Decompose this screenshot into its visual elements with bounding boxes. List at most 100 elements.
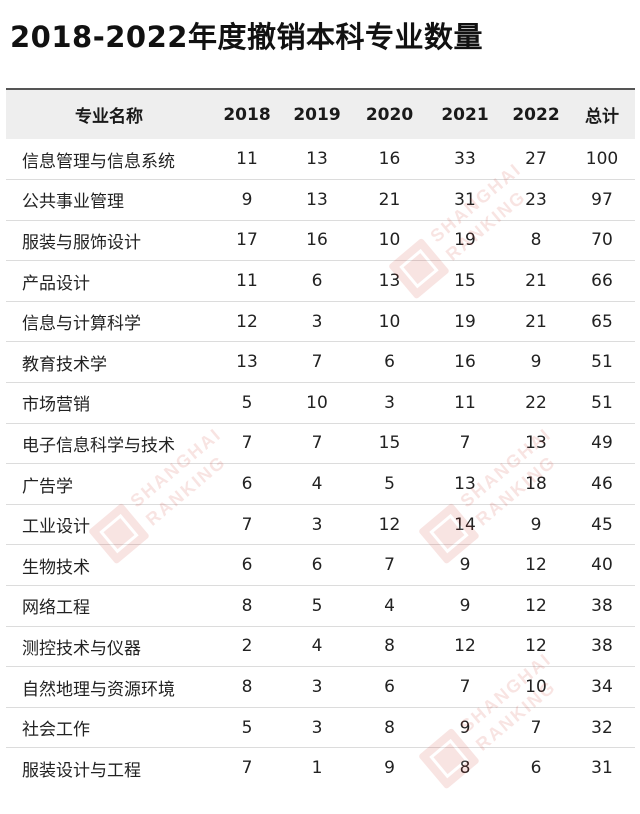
cell-value-2020: 6 (352, 666, 427, 708)
cell-major-name: 工业设计 (6, 504, 212, 546)
cell-major-name: 教育技术学 (6, 341, 212, 384)
cell-value-2022: 12 (503, 544, 569, 587)
cell-value-2020: 6 (352, 341, 427, 384)
table-row: 公共事业管理 9 13 21 31 23 97 (6, 179, 635, 221)
cell-value-total: 51 (569, 382, 635, 424)
cell-value-2020: 12 (352, 504, 427, 546)
table-row: 社会工作 5 3 8 9 7 32 (6, 707, 635, 749)
cell-value-2020: 10 (352, 220, 427, 262)
header-2021: 2021 (427, 88, 503, 139)
cell-value-2018: 11 (212, 260, 282, 302)
header-2019: 2019 (282, 88, 352, 139)
table-row: 广告学 6 4 5 13 18 46 (6, 463, 635, 505)
cell-value-total: 100 (569, 139, 635, 181)
table-row: 服装与服饰设计 17 16 10 19 8 70 (6, 220, 635, 262)
table-row: 产品设计 11 6 13 15 21 66 (6, 260, 635, 302)
cell-value-2019: 7 (282, 341, 352, 384)
cell-value-2020: 13 (352, 260, 427, 302)
page-title: 2018-2022年度撤销本科专业数量 (10, 20, 483, 54)
cell-value-2019: 4 (282, 463, 352, 505)
cell-value-2018: 11 (212, 139, 282, 181)
cell-value-2022: 27 (503, 139, 569, 181)
cell-major-name: 公共事业管理 (6, 179, 212, 221)
cell-major-name: 服装与服饰设计 (6, 220, 212, 262)
cell-value-2018: 5 (212, 382, 282, 424)
cell-value-total: 66 (569, 260, 635, 302)
table-row: 服装设计与工程 7 1 9 8 6 31 (6, 748, 635, 789)
table-body: 信息管理与信息系统 11 13 16 33 27 100 公共事业管理 9 13 21 31 23 97 服… (6, 139, 635, 789)
cell-value-2018: 6 (212, 463, 282, 505)
cell-value-2020: 16 (352, 139, 427, 181)
cell-value-2020: 21 (352, 179, 427, 221)
cell-value-2021: 31 (427, 179, 503, 221)
cell-value-2018: 9 (212, 179, 282, 221)
cell-value-total: 38 (569, 585, 635, 627)
cell-value-2021: 14 (427, 504, 503, 546)
table-row: 电子信息科学与技术 7 7 15 7 13 49 (6, 423, 635, 465)
table-row: 信息与计算科学 12 3 10 19 21 65 (6, 301, 635, 343)
cell-value-2020: 15 (352, 423, 427, 465)
cell-major-name: 产品设计 (6, 260, 212, 302)
table-row: 工业设计 7 3 12 14 9 45 (6, 504, 635, 546)
table-row: 教育技术学 13 7 6 16 9 51 (6, 341, 635, 384)
cell-value-2018: 7 (212, 423, 282, 465)
cell-value-2018: 6 (212, 544, 282, 587)
cell-value-2022: 7 (503, 707, 569, 749)
cell-value-2022: 12 (503, 585, 569, 627)
cell-value-2019: 4 (282, 626, 352, 668)
cell-value-2022: 8 (503, 220, 569, 262)
cell-value-2018: 8 (212, 585, 282, 627)
cell-value-total: 45 (569, 504, 635, 546)
header-row: 专业名称 2018 2019 2020 2021 2022 总计 (6, 88, 635, 139)
cell-value-2019: 6 (282, 260, 352, 302)
cell-value-2018: 13 (212, 341, 282, 384)
cell-value-2020: 10 (352, 301, 427, 343)
cell-value-2020: 5 (352, 463, 427, 505)
table-row: 市场营销 5 10 3 11 22 51 (6, 382, 635, 424)
cell-value-2021: 16 (427, 341, 503, 384)
cell-value-2021: 9 (427, 707, 503, 749)
cell-major-name: 信息与计算科学 (6, 301, 212, 343)
cell-value-2019: 6 (282, 544, 352, 587)
cell-value-2020: 8 (352, 626, 427, 668)
cell-value-2019: 16 (282, 220, 352, 262)
header-2022: 2022 (503, 88, 569, 139)
cell-value-2021: 8 (459, 758, 471, 779)
data-table: 专业名称 2018 2019 2020 2021 2022 总计 信息管理与信息… (6, 88, 635, 789)
cell-value-2022: 12 (503, 626, 569, 668)
cell-value-2021: 15 (427, 260, 503, 302)
cell-value-2022: 6 (530, 758, 542, 779)
table-row: 网络工程 8 5 4 9 12 38 (6, 585, 635, 627)
cell-value-2022: 9 (503, 504, 569, 546)
cell-value-2021: 9 (427, 585, 503, 627)
cell-value-2019: 3 (282, 504, 352, 546)
cell-value-2019: 13 (282, 139, 352, 181)
cell-value-2022: 22 (503, 382, 569, 424)
cell-value-total: 51 (569, 341, 635, 384)
cell-major-name: 社会工作 (6, 707, 212, 749)
cell-value-2019: 13 (282, 179, 352, 221)
cell-value-total: 49 (569, 423, 635, 465)
cell-major-name: 广告学 (6, 463, 212, 505)
cell-major-name: 自然地理与资源环境 (6, 666, 212, 708)
cell-value-total: 34 (569, 666, 635, 708)
cell-major-name: 网络工程 (6, 585, 212, 627)
cell-value-2018: 2 (212, 626, 282, 668)
cell-value-total: 70 (569, 220, 635, 262)
cell-value-2019: 3 (282, 301, 352, 343)
cell-value-2021: 11 (427, 382, 503, 424)
table-row: 自然地理与资源环境 8 3 6 7 10 34 (6, 666, 635, 708)
cell-value-total: 31 (591, 758, 613, 779)
cell-value-2018: 5 (212, 707, 282, 749)
cell-value-2022: 21 (503, 260, 569, 302)
cell-value-2021: 7 (427, 423, 503, 465)
cell-value-2019: 5 (282, 585, 352, 627)
cell-value-2021: 12 (427, 626, 503, 668)
cell-value-2020: 3 (352, 382, 427, 424)
cell-value-2020: 7 (352, 544, 427, 587)
header-major-name: 专业名称 (6, 88, 212, 139)
header-total: 总计 (569, 88, 635, 139)
cell-value-total: 46 (569, 463, 635, 505)
cell-value-2018: 17 (212, 220, 282, 262)
cell-value-2018: 12 (212, 301, 282, 343)
